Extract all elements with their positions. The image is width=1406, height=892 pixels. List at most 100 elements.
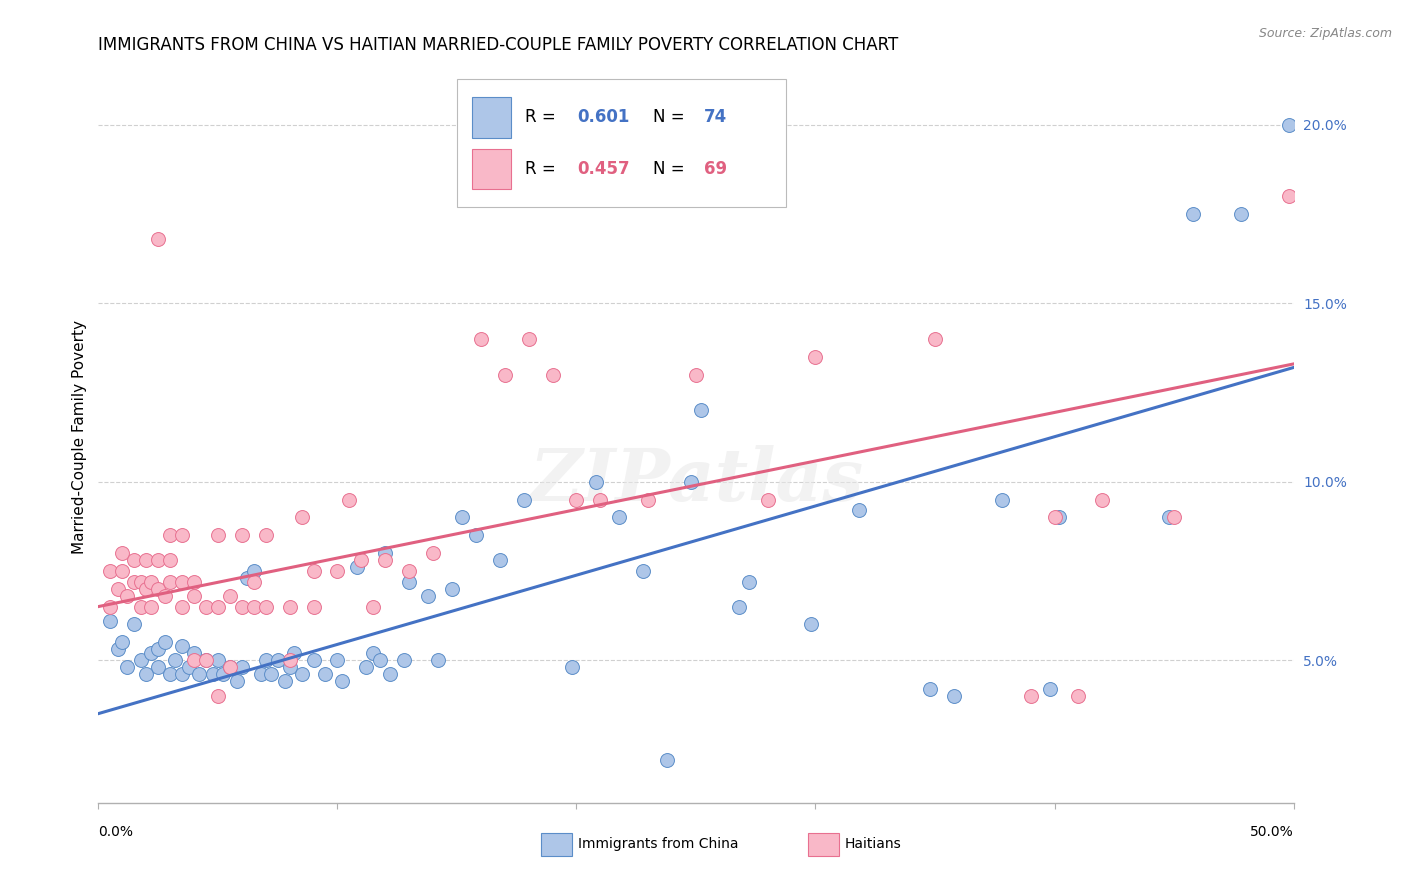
Point (274, 674, 297, 689)
Point (398, 574, 420, 589)
Point (756, 492, 779, 507)
Text: Haitians: Haitians (845, 837, 901, 851)
Point (609, 510, 631, 524)
Point (207, 653, 229, 667)
Point (194, 599, 217, 614)
Point (219, 660, 242, 674)
Text: Source: ZipAtlas.com: Source: ZipAtlas.com (1258, 27, 1392, 40)
Point (155, 589, 177, 603)
Point (172, 639, 194, 653)
Point (131, 574, 153, 589)
FancyBboxPatch shape (472, 97, 510, 137)
Text: 69: 69 (704, 160, 727, 178)
Point (111, 564, 134, 578)
Point (207, 689, 229, 703)
Point (187, 667, 209, 681)
Point (159, 553, 181, 567)
Text: 0.601: 0.601 (578, 109, 630, 127)
Point (172, 599, 194, 614)
Point (315, 667, 337, 681)
Point (159, 528, 181, 542)
Point (398, 564, 420, 578)
Point (681, 475, 703, 489)
Text: N =: N = (652, 109, 690, 127)
Point (243, 599, 266, 614)
Point (1019, 689, 1042, 703)
Point (231, 528, 253, 542)
Point (374, 546, 396, 560)
Point (394, 653, 416, 667)
Point (1278, 189, 1301, 203)
Point (278, 660, 301, 674)
Point (139, 574, 162, 589)
Point (226, 674, 249, 689)
Point (422, 546, 444, 560)
Point (207, 599, 229, 614)
Point (330, 674, 353, 689)
Point (290, 667, 312, 681)
Point (370, 653, 392, 667)
Point (250, 667, 273, 681)
Point (183, 653, 205, 667)
Point (124, 574, 146, 589)
Point (1182, 207, 1205, 221)
Point (737, 574, 759, 589)
Point (326, 564, 349, 578)
Point (135, 553, 157, 567)
Point (254, 599, 277, 614)
Point (235, 571, 257, 585)
Point (337, 492, 360, 507)
Point (207, 528, 229, 542)
Point (1230, 207, 1253, 221)
Point (326, 653, 349, 667)
Point (131, 599, 153, 614)
Text: IMMIGRANTS FROM CHINA VS HAITIAN MARRIED-COUPLE FAMILY POVERTY CORRELATION CHART: IMMIGRANTS FROM CHINA VS HAITIAN MARRIED… (98, 36, 898, 54)
Point (465, 528, 488, 542)
Point (115, 660, 138, 674)
Point (804, 350, 827, 364)
Point (565, 492, 588, 507)
Point (689, 403, 711, 417)
Point (254, 653, 277, 667)
Point (148, 582, 170, 596)
Point (131, 653, 153, 667)
Point (363, 599, 385, 614)
Point (172, 528, 194, 542)
Point (139, 599, 162, 614)
Point (1039, 681, 1062, 696)
Point (561, 660, 583, 674)
Point (943, 689, 966, 703)
Point (194, 653, 217, 667)
Point (374, 553, 396, 567)
Point (211, 667, 233, 681)
Point (1159, 510, 1181, 524)
Point (589, 492, 612, 507)
Point (278, 599, 301, 614)
Point (354, 660, 377, 674)
Point (98, 599, 122, 614)
Text: 74: 74 (704, 109, 727, 127)
Point (450, 510, 472, 524)
Point (378, 667, 401, 681)
Point (194, 653, 217, 667)
Point (98, 614, 122, 628)
FancyBboxPatch shape (472, 149, 510, 189)
Point (470, 332, 492, 346)
Point (283, 646, 305, 660)
Point (513, 492, 536, 507)
Text: 50.0%: 50.0% (1250, 825, 1294, 839)
Point (924, 332, 946, 346)
Point (163, 653, 186, 667)
Point (290, 510, 312, 524)
Point (728, 599, 751, 614)
Point (991, 492, 1014, 507)
Text: R =: R = (524, 109, 561, 127)
Point (657, 753, 679, 767)
Point (637, 492, 659, 507)
Point (1047, 510, 1070, 524)
Point (115, 589, 138, 603)
Point (489, 553, 512, 567)
Point (172, 574, 194, 589)
Text: Immigrants from China: Immigrants from China (578, 837, 738, 851)
Point (183, 646, 205, 660)
